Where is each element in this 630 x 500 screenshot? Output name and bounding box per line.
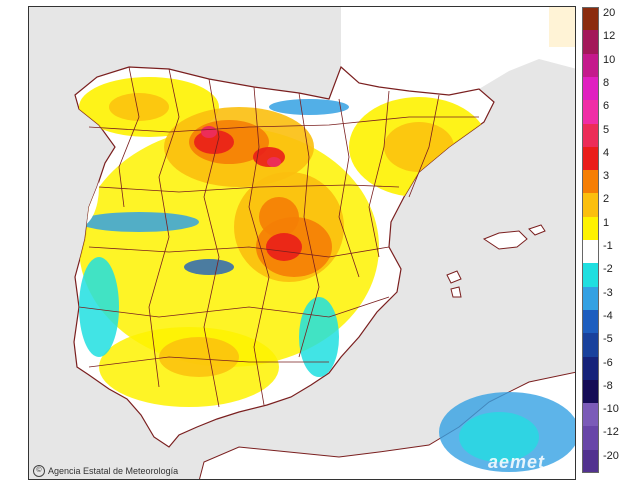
legend-swatch: [582, 146, 599, 171]
province-borders: [78, 66, 479, 408]
legend-label: 1: [603, 216, 610, 229]
legend-label: 4: [603, 146, 610, 159]
legend-swatch: [582, 263, 599, 288]
legend-swatch: [582, 100, 599, 124]
legend-swatch: [582, 53, 599, 78]
italy-edge: [549, 7, 575, 47]
legend-swatch: [582, 193, 599, 218]
mallorca-island: [482, 230, 528, 250]
legend-label: 5: [603, 123, 610, 136]
legend-label: 10: [603, 53, 616, 66]
france-land: [341, 7, 575, 95]
legend-label: -3: [603, 286, 613, 299]
legend-label: -2: [603, 263, 613, 276]
legend-swatch: [582, 7, 599, 31]
legend-swatch: [582, 216, 599, 241]
legend-swatch: [582, 356, 599, 381]
legend-label: -4: [603, 309, 613, 322]
legend-label: 20: [603, 7, 616, 19]
aemet-watermark: aemet: [488, 452, 546, 472]
legend-swatch: [582, 240, 599, 264]
legend-label: -20: [603, 449, 619, 462]
legend-label: 12: [603, 30, 616, 43]
legend-swatch: [582, 426, 599, 451]
color-legend: 20 12 10 8 6 5 4 3 2 1 -1 -2 -3 -4 -5 -6 -8 -10 -12 -20: [582, 7, 630, 475]
legend-label: 3: [603, 170, 610, 183]
legend-label: -5: [603, 333, 613, 346]
legend-swatch: [582, 30, 599, 55]
legend-swatch: [582, 333, 599, 357]
copyright-icon: ©: [33, 465, 45, 477]
legend-swatch: [582, 286, 599, 311]
legend-swatch: [582, 76, 599, 101]
legend-swatch: [582, 379, 599, 404]
legend-label: -10: [603, 403, 619, 416]
legend-label: -1: [603, 240, 613, 252]
legend-label: -8: [603, 379, 613, 392]
legend-swatch: [582, 170, 599, 194]
agency-credit: © Agencia Estatal de Meteorología: [33, 465, 178, 477]
menorca-island: [528, 224, 546, 236]
legend-label: -12: [603, 426, 619, 439]
map-canvas: [29, 7, 575, 479]
formentera-island: [450, 286, 462, 298]
legend-label: 6: [603, 100, 610, 113]
legend-swatch: [582, 123, 599, 148]
ibiza-island: [446, 270, 462, 284]
legend-swatch: [582, 449, 599, 474]
legend-label: 8: [603, 76, 610, 89]
legend-label: -6: [603, 356, 613, 369]
anomaly-map: [28, 6, 576, 480]
legend-label: 2: [603, 193, 610, 206]
legend-swatch: [582, 309, 599, 334]
agency-name: Agencia Estatal de Meteorología: [48, 466, 179, 476]
legend-swatch: [582, 403, 599, 427]
